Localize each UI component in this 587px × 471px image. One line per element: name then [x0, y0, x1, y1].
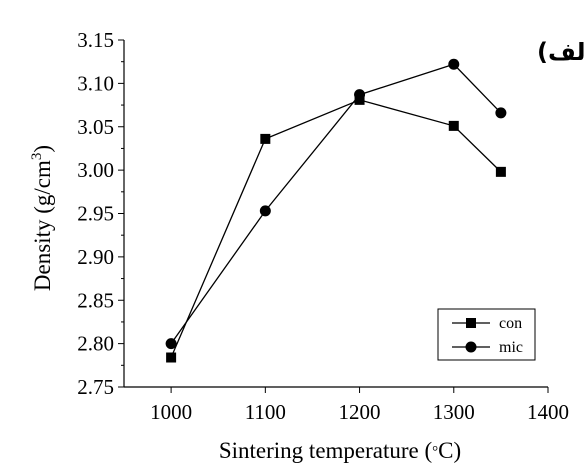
ticks: 2.75 2.80 2.85 2.90 2.95 3.00 3.05 3.10 3.15 1000… [77, 28, 569, 424]
y-tick-label: 3.05 [77, 115, 114, 139]
legend-label-con: con [499, 315, 522, 332]
y-tick-label: 2.80 [77, 332, 114, 356]
y-tick-label: 3.00 [77, 158, 114, 182]
legend-entry-mic: mic [452, 339, 523, 356]
x-axis-unit-tail: C) [438, 438, 461, 463]
y-tick-label: 2.85 [77, 288, 114, 312]
legend-label-mic: mic [499, 339, 523, 356]
legend-box [437, 308, 536, 361]
data-point-con [166, 352, 177, 363]
series-layer [165, 58, 507, 363]
legend-entry-con: con [452, 315, 522, 332]
data-point-con [260, 133, 271, 144]
y-tick-label: 3.10 [77, 71, 114, 95]
y-tick-label: 3.15 [77, 28, 114, 52]
x-axis-degree-symbol: ° [432, 444, 438, 460]
data-point-con [495, 166, 506, 177]
y-tick-label: 2.95 [77, 202, 114, 226]
legend-marker-con [466, 318, 476, 328]
data-point-mic [495, 107, 507, 119]
y-axis-title-suffix: ) [30, 145, 55, 153]
data-point-mic [354, 89, 366, 101]
y-tick-label: 2.90 [77, 245, 114, 269]
data-point-mic [165, 338, 177, 350]
series-line-mic [170, 63, 502, 344]
x-tick-label: 1300 [433, 400, 475, 424]
y-axis-superscript: 3 [29, 153, 45, 161]
legend: con mic [437, 308, 536, 361]
panel-annotation: الف) [537, 38, 587, 66]
legend-marker-mic [465, 341, 477, 353]
data-point-mic [259, 205, 271, 217]
x-tick-label: 1000 [150, 400, 192, 424]
x-tick-label: 1400 [527, 400, 569, 424]
x-tick-label: 1200 [339, 400, 381, 424]
data-point-con [448, 120, 459, 131]
data-point-mic [448, 58, 460, 70]
y-axis-title: Density (g/cm3) [29, 145, 55, 291]
y-tick-label: 2.75 [77, 375, 114, 399]
x-axis-title: Sintering temperature (°C) [219, 438, 461, 463]
x-tick-label: 1100 [245, 400, 286, 424]
x-axis-title-text: Sintering temperature ( [219, 438, 432, 463]
y-axis-title-text: Density (g/cm [30, 160, 55, 291]
